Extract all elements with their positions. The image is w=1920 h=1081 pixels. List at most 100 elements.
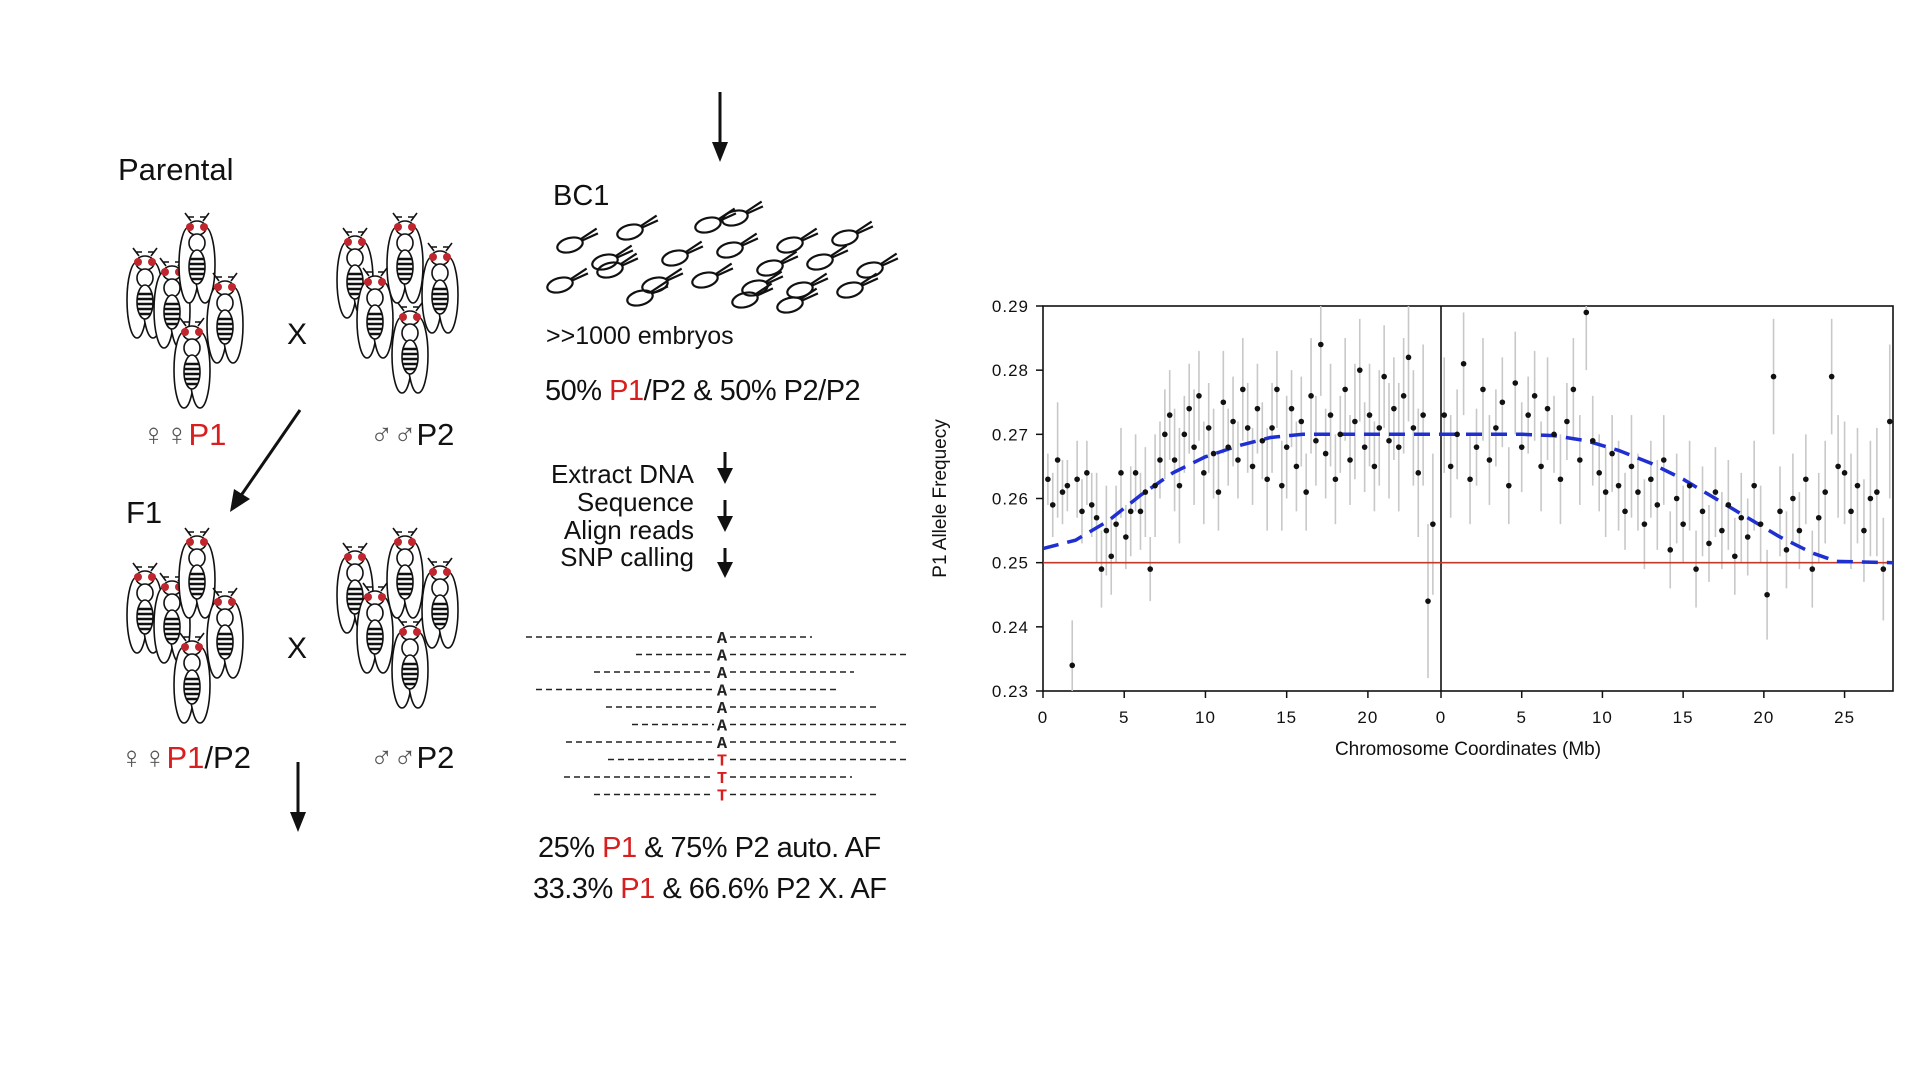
plot-frame: [1042, 305, 1894, 692]
embryos-label: >>1000 embryos: [546, 322, 734, 350]
data-point-left: [1074, 476, 1080, 483]
allele-letter: A: [717, 630, 728, 649]
cross-symbol-parental: X: [287, 318, 308, 351]
data-point-right: [1609, 450, 1615, 457]
embryo: [616, 214, 659, 241]
data-point-left: [1347, 457, 1353, 463]
bc1-ratio-post: /P2 & 50% P2/P2: [643, 375, 861, 407]
p1-label: P1: [166, 740, 205, 775]
x-tick-label: 25: [1834, 708, 1855, 727]
parental-female-label: ♀♀P1: [142, 417, 226, 453]
data-point-left: [1425, 598, 1431, 604]
bc1-ratio-pre: 50%: [545, 375, 610, 407]
data-point-right: [1525, 412, 1531, 418]
data-point-right: [1667, 547, 1674, 553]
embryo: [716, 232, 759, 259]
data-point-left: [1088, 502, 1095, 508]
data-point-left: [1254, 405, 1261, 412]
data-point-left: [1084, 470, 1090, 476]
x-af-post: & 66.6% P2 X. AF: [654, 873, 887, 905]
x-af-pre: 33.3%: [533, 873, 621, 905]
data-point-right: [1828, 373, 1835, 380]
embryo: [626, 280, 669, 307]
data-point-right: [1602, 489, 1609, 495]
x-tick-label: 15: [1276, 708, 1297, 727]
x-tick-label: 5: [1119, 708, 1129, 727]
embryo: [721, 200, 764, 227]
data-point-right: [1848, 508, 1854, 515]
data-point-left: [1137, 508, 1144, 515]
data-point-left: [1049, 502, 1056, 508]
data-point-right: [1577, 457, 1583, 463]
data-point-left: [1147, 566, 1154, 572]
data-point-right: [1880, 566, 1887, 572]
x-tick-label: 15: [1673, 708, 1694, 727]
data-point-left: [1410, 425, 1417, 431]
data-point-right: [1518, 444, 1525, 450]
data-point-right: [1493, 425, 1499, 431]
step-extract-dna: Extract DNA: [550, 459, 694, 489]
f1-male-label: ♂♂P2: [370, 740, 454, 776]
data-point-left: [1274, 386, 1280, 393]
male-symbols: ♂♂: [370, 417, 417, 452]
data-point-right: [1835, 463, 1841, 470]
data-point-left: [1361, 444, 1368, 450]
cross-symbol-f1: X: [287, 632, 308, 665]
f1-female-suffix: /P2: [204, 740, 251, 775]
data-point-left: [1205, 425, 1212, 431]
data-point-right: [1467, 476, 1473, 483]
data-point-left: [1288, 405, 1295, 412]
data-point-left: [1113, 521, 1119, 527]
data-point-left: [1157, 457, 1163, 463]
data-point-right: [1757, 521, 1764, 527]
embryo: [661, 240, 704, 267]
data-point-left: [1269, 425, 1275, 431]
data-point-right: [1564, 418, 1570, 425]
data-point-left: [1196, 393, 1202, 399]
data-point-right: [1719, 527, 1725, 534]
allele-letter: A: [717, 700, 728, 719]
data-point-right: [1447, 463, 1454, 470]
data-point-left: [1181, 431, 1188, 438]
parental-title: Parental: [118, 152, 234, 187]
data-point-right: [1738, 514, 1745, 521]
data-point-right: [1531, 393, 1538, 399]
allele-letter: A: [717, 648, 728, 667]
fit-curve-right: [1441, 432, 1893, 565]
data-point-right: [1460, 360, 1467, 367]
f1-title: F1: [126, 495, 163, 530]
embryo: [556, 227, 599, 254]
data-point-right: [1641, 521, 1648, 527]
data-point-left: [1240, 386, 1246, 393]
data-point-right: [1764, 591, 1770, 598]
data-point-left: [1308, 393, 1314, 399]
allele-letter: A: [717, 683, 728, 702]
data-point-left: [1230, 418, 1236, 425]
data-point-right: [1589, 437, 1596, 444]
data-point-left: [1215, 489, 1222, 495]
data-point-left: [1386, 437, 1392, 444]
data-point-left: [1220, 399, 1227, 406]
embryo: [786, 272, 829, 299]
data-point-left: [1395, 444, 1402, 450]
auto-af-post: & 75% P2 auto. AF: [636, 832, 881, 864]
data-point-right: [1583, 309, 1590, 316]
x-tick-label: 5: [1516, 708, 1526, 727]
data-point-right: [1841, 470, 1848, 476]
data-point-left: [1332, 476, 1339, 483]
y-axis-title: P1 Allele Frequecy: [930, 419, 951, 578]
data-point-left: [1069, 662, 1076, 669]
x-tick-label: 10: [1195, 708, 1216, 727]
data-point-right: [1783, 547, 1790, 553]
data-point-left: [1279, 482, 1285, 489]
data-point-right: [1770, 373, 1777, 380]
data-point-right: [1874, 489, 1880, 495]
data-point-right: [1622, 508, 1628, 515]
data-point-left: [1264, 476, 1270, 483]
allele-letter: A: [717, 718, 728, 737]
data-point-right: [1725, 502, 1732, 508]
data-point-left: [1405, 354, 1412, 361]
data-point-right: [1454, 431, 1460, 438]
y-tick-label: 0.25: [992, 554, 1029, 573]
x-axis-title: Chromosome Coordinates (Mb): [1335, 739, 1601, 760]
